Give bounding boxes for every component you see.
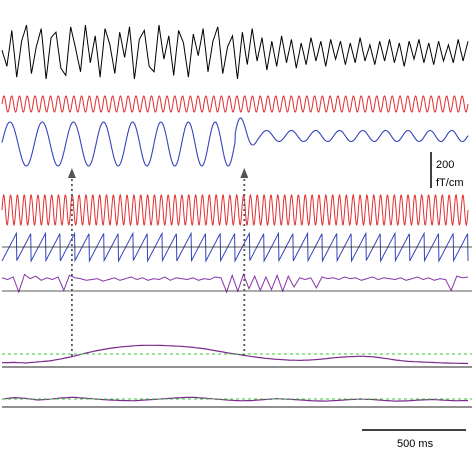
annotations-group	[67, 168, 249, 356]
x-scale-label: 500 ms	[397, 438, 434, 450]
annotation-arrow-head-2	[240, 168, 249, 178]
y-scale-label-value: 200	[436, 159, 454, 171]
traces-group	[1, 24, 469, 402]
reference-lines-group	[2, 246, 472, 408]
trace-line-4	[1, 193, 469, 227]
trace-line-5	[1, 231, 469, 263]
annotation-arrow-head-1	[67, 168, 76, 178]
trace-line-6	[1, 272, 469, 294]
y-scale-label-unit: fT/cm	[436, 177, 464, 189]
trace-line-2	[1, 95, 469, 113]
trace-line-7	[1, 344, 469, 365]
trace-line-8	[1, 396, 469, 402]
trace-line-3	[1, 117, 469, 167]
trace-line-1	[1, 24, 469, 80]
